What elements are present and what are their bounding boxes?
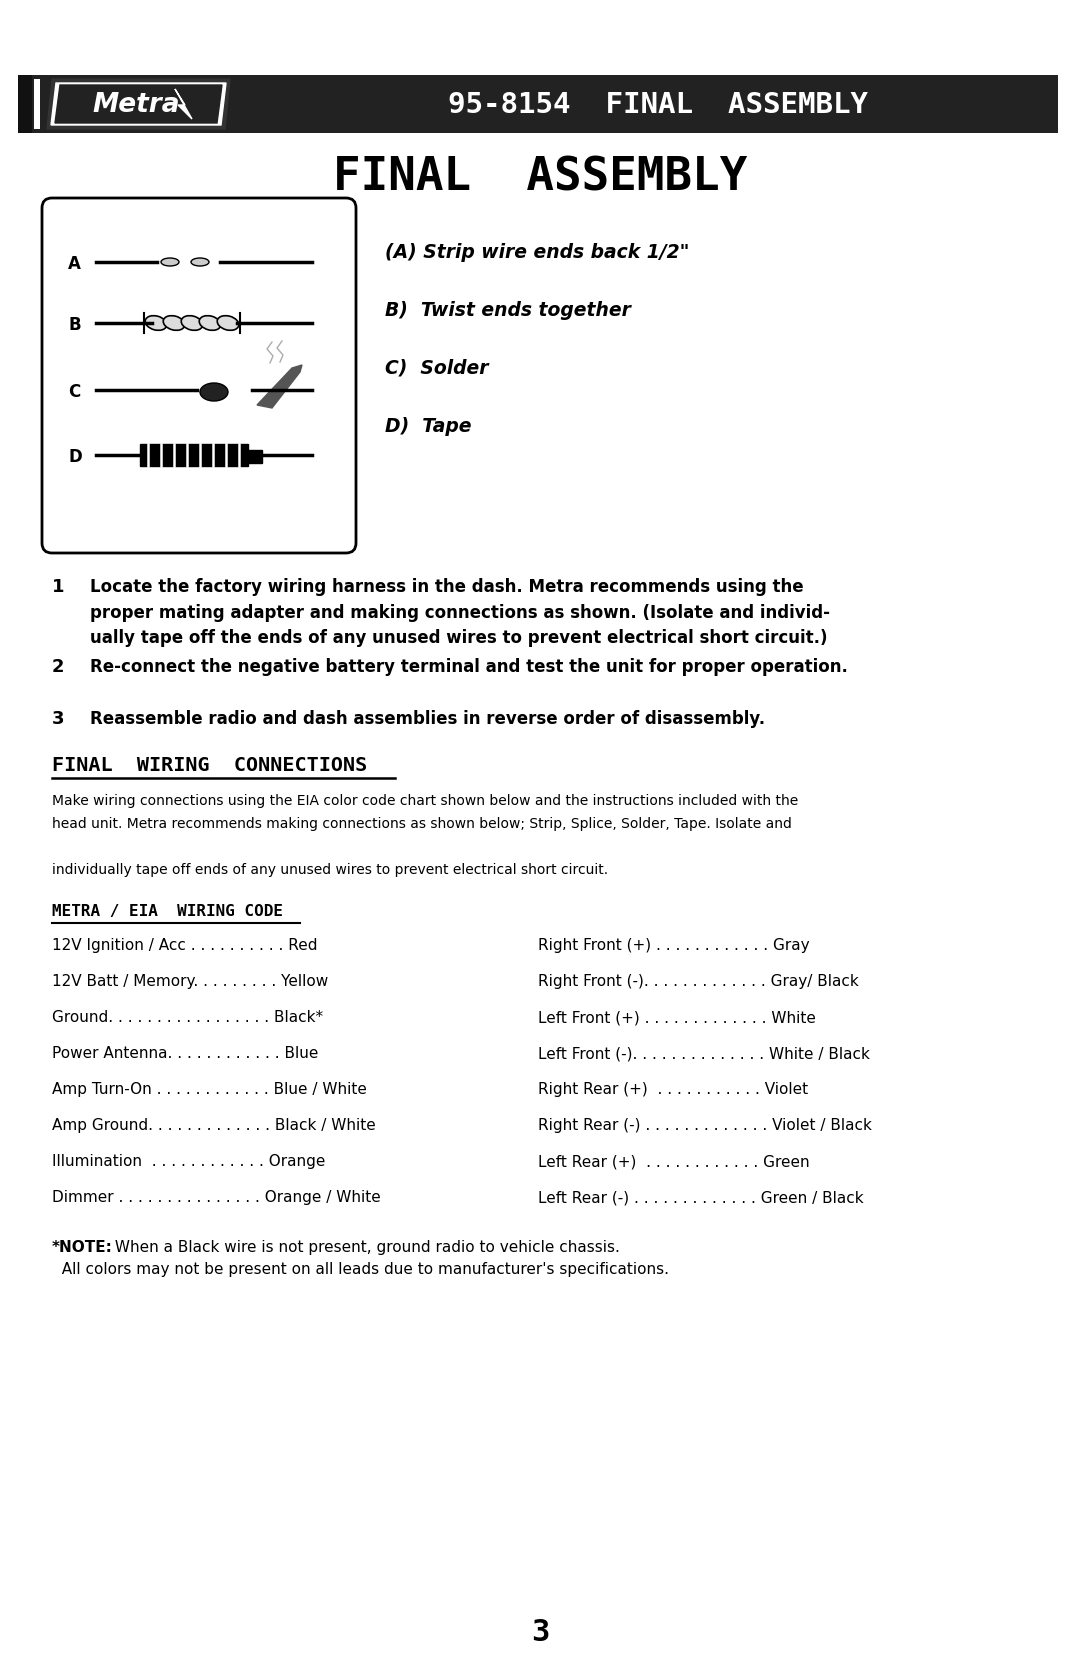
Text: Metra: Metra — [92, 92, 179, 118]
Text: METRA / EIA  WIRING CODE: METRA / EIA WIRING CODE — [52, 905, 283, 920]
Text: Left Rear (+)  . . . . . . . . . . . . Green: Left Rear (+) . . . . . . . . . . . . Gr… — [538, 1153, 810, 1168]
Text: Re-connect the negative battery terminal and test the unit for proper operation.: Re-connect the negative battery terminal… — [90, 658, 848, 676]
Text: 12V Ignition / Acc . . . . . . . . . . Red: 12V Ignition / Acc . . . . . . . . . . R… — [52, 938, 318, 953]
Text: Right Front (+) . . . . . . . . . . . . Gray: Right Front (+) . . . . . . . . . . . . … — [538, 938, 810, 953]
Text: C)  Solder: C) Solder — [384, 359, 488, 377]
Text: Left Rear (-) . . . . . . . . . . . . . Green / Black: Left Rear (-) . . . . . . . . . . . . . … — [538, 1190, 864, 1205]
Text: When a Black wire is not present, ground radio to vehicle chassis.: When a Black wire is not present, ground… — [110, 1240, 620, 1255]
Text: 3: 3 — [530, 1617, 550, 1647]
Text: FINAL  WIRING  CONNECTIONS: FINAL WIRING CONNECTIONS — [52, 756, 367, 774]
Ellipse shape — [191, 259, 210, 265]
Polygon shape — [48, 78, 230, 129]
Text: D)  Tape: D) Tape — [384, 417, 472, 436]
Text: Right Front (-). . . . . . . . . . . . . Gray/ Black: Right Front (-). . . . . . . . . . . . .… — [538, 975, 859, 990]
Polygon shape — [248, 451, 262, 462]
Ellipse shape — [199, 315, 220, 330]
Polygon shape — [51, 83, 226, 125]
Text: 2: 2 — [52, 658, 65, 676]
Text: Reassemble radio and dash assemblies in reverse order of disassembly.: Reassemble radio and dash assemblies in … — [90, 709, 765, 728]
Text: D: D — [68, 447, 82, 466]
Text: B)  Twist ends together: B) Twist ends together — [384, 300, 631, 319]
Text: All colors may not be present on all leads due to manufacturer's specifications.: All colors may not be present on all lea… — [52, 1262, 669, 1277]
Ellipse shape — [163, 315, 185, 330]
Text: Amp Turn-On . . . . . . . . . . . . Blue / White: Amp Turn-On . . . . . . . . . . . . Blue… — [52, 1082, 367, 1097]
Text: A: A — [68, 255, 81, 274]
Text: 3: 3 — [52, 709, 65, 728]
Ellipse shape — [145, 315, 166, 330]
Text: 95-8154  FINAL  ASSEMBLY: 95-8154 FINAL ASSEMBLY — [448, 92, 868, 118]
Text: B: B — [68, 315, 81, 334]
Polygon shape — [175, 88, 192, 118]
Ellipse shape — [200, 382, 228, 401]
FancyBboxPatch shape — [42, 199, 356, 552]
Polygon shape — [257, 366, 302, 407]
Text: Locate the factory wiring harness in the dash. Metra recommends using the
proper: Locate the factory wiring harness in the… — [90, 577, 831, 648]
Ellipse shape — [181, 315, 203, 330]
Ellipse shape — [217, 315, 239, 330]
Text: 12V Batt / Memory. . . . . . . . . Yellow: 12V Batt / Memory. . . . . . . . . Yello… — [52, 975, 328, 990]
Text: 1: 1 — [52, 577, 65, 596]
Text: individually tape off ends of any unused wires to prevent electrical short circu: individually tape off ends of any unused… — [52, 863, 608, 876]
Text: Right Rear (-) . . . . . . . . . . . . . Violet / Black: Right Rear (-) . . . . . . . . . . . . .… — [538, 1118, 872, 1133]
Bar — [140, 444, 248, 466]
Text: Right Rear (+)  . . . . . . . . . . . Violet: Right Rear (+) . . . . . . . . . . . Vio… — [538, 1082, 808, 1097]
Text: Left Front (+) . . . . . . . . . . . . . White: Left Front (+) . . . . . . . . . . . . .… — [538, 1010, 815, 1025]
Text: *NOTE:: *NOTE: — [52, 1240, 113, 1255]
Text: Power Antenna. . . . . . . . . . . . Blue: Power Antenna. . . . . . . . . . . . Blu… — [52, 1046, 319, 1061]
Text: C: C — [68, 382, 80, 401]
Text: FINAL  ASSEMBLY: FINAL ASSEMBLY — [333, 155, 747, 200]
Text: Make wiring connections using the EIA color code chart shown below and the instr: Make wiring connections using the EIA co… — [52, 794, 798, 808]
Bar — [18, 75, 32, 134]
Text: head unit. Metra recommends making connections as shown below; Strip, Splice, So: head unit. Metra recommends making conne… — [52, 818, 792, 831]
Polygon shape — [55, 85, 222, 124]
Bar — [33, 78, 40, 129]
Text: Illumination  . . . . . . . . . . . . Orange: Illumination . . . . . . . . . . . . Ora… — [52, 1153, 325, 1168]
Text: Ground. . . . . . . . . . . . . . . . . Black*: Ground. . . . . . . . . . . . . . . . . … — [52, 1010, 323, 1025]
Text: (A) Strip wire ends back 1/2": (A) Strip wire ends back 1/2" — [384, 242, 689, 262]
Text: Dimmer . . . . . . . . . . . . . . . Orange / White: Dimmer . . . . . . . . . . . . . . . Ora… — [52, 1190, 381, 1205]
Text: Left Front (-). . . . . . . . . . . . . . White / Black: Left Front (-). . . . . . . . . . . . . … — [538, 1046, 869, 1061]
Bar — [18, 75, 258, 134]
Text: Amp Ground. . . . . . . . . . . . . Black / White: Amp Ground. . . . . . . . . . . . . Blac… — [52, 1118, 376, 1133]
Ellipse shape — [161, 259, 179, 265]
Bar — [258, 75, 1058, 134]
